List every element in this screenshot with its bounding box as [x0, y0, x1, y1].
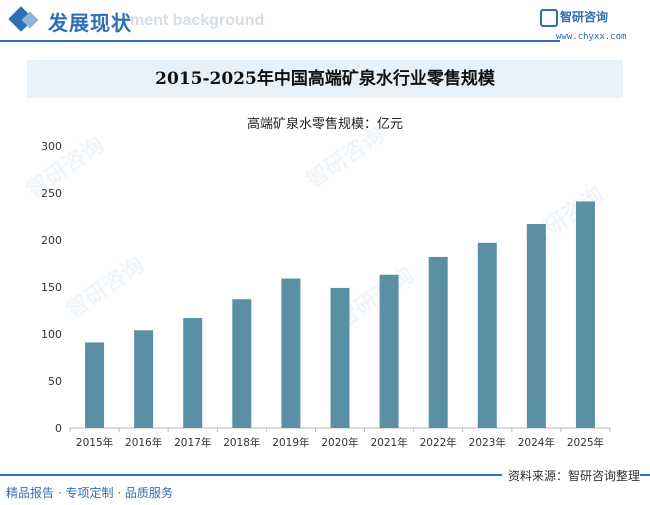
y-tick-label: 200	[41, 234, 62, 247]
logo-name: 智研咨询	[560, 10, 609, 24]
bar	[379, 274, 399, 428]
x-tick-label: 2023年	[469, 436, 506, 449]
x-tick-label: 2019年	[272, 436, 309, 449]
chart-title-bar: 2015-2025年中国高端矿泉水行业零售规模	[27, 60, 623, 98]
y-tick-label: 250	[41, 187, 62, 200]
x-tick-label: 2021年	[370, 436, 407, 449]
footer-divider	[0, 474, 650, 476]
y-tick-label: 100	[41, 328, 62, 341]
bar	[575, 201, 595, 428]
page-header: ment background 发展现状 智研咨询 www.chyxx.com	[0, 0, 650, 48]
x-tick-label: 2024年	[518, 436, 555, 449]
y-tick-label: 0	[55, 422, 62, 435]
logo-icon	[540, 9, 558, 27]
bar	[134, 330, 154, 428]
x-tick-label: 2016年	[125, 436, 162, 449]
y-tick-label: 150	[41, 281, 62, 294]
chart-title: 2015-2025年中国高端矿泉水行业零售规模	[155, 69, 495, 89]
x-tick-label: 2018年	[223, 436, 260, 449]
bar	[330, 287, 350, 428]
x-tick-label: 2015年	[76, 436, 113, 449]
footer-slogan: 精品报告 · 专项定制 · 品质服务	[6, 486, 173, 500]
bar	[526, 224, 546, 428]
bar	[232, 299, 252, 428]
source-note: 资料来源：智研咨询整理	[501, 467, 640, 484]
bar	[85, 342, 105, 428]
bar	[281, 278, 301, 428]
series-label: 高端矿泉水零售规模：亿元	[246, 117, 403, 132]
x-tick-label: 2017年	[174, 436, 211, 449]
bar	[477, 242, 497, 428]
section-title: 发展现状	[48, 11, 132, 35]
header-ghost-text: ment background	[130, 12, 265, 29]
x-tick-label: 2020年	[321, 436, 358, 449]
y-tick-label: 50	[48, 375, 62, 388]
x-tick-label: 2025年	[567, 436, 604, 449]
bar	[183, 318, 203, 428]
y-tick-label: 300	[41, 140, 62, 153]
header-divider	[0, 40, 560, 42]
x-tick-label: 2022年	[420, 436, 457, 449]
bar	[428, 256, 448, 428]
logo-url: www.chyxx.com	[556, 32, 627, 42]
